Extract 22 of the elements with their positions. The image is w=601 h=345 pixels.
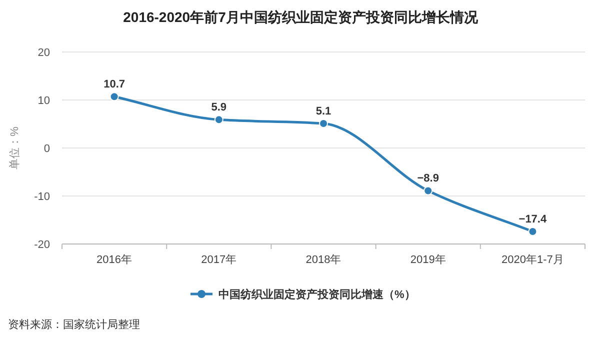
data-label: −8.9	[417, 172, 439, 185]
text: 资料来源：国家统计局整理	[8, 318, 140, 331]
x-tick-label: 2019年	[410, 254, 446, 266]
x-tick-label: 2017年	[201, 254, 237, 266]
y-tick-label: -10	[34, 191, 50, 203]
data-label: 5.9	[211, 102, 227, 114]
x-tick-label: 2016年	[96, 254, 132, 266]
point	[110, 92, 119, 102]
y-tick-label: 0	[44, 143, 50, 155]
data-label: 10.7	[104, 78, 126, 91]
point	[424, 186, 433, 196]
y-tick-label: 20	[38, 47, 50, 59]
data-label: 5.1	[316, 106, 332, 118]
data-label: −17.4	[518, 214, 548, 226]
x-tick-label: 2020年1-7月	[502, 254, 564, 266]
point	[214, 115, 224, 124]
y-tick-label: 10	[38, 95, 50, 107]
chart-title: 2016-2020年前7月中国纺织业固定资产投资同比增长情况	[123, 9, 479, 25]
legend-label: 中国纺织业固定资产投资同比增速（%）	[218, 288, 416, 301]
x-tick-label: 2018年	[306, 254, 342, 266]
y-axis-title: 单位：%	[8, 126, 21, 170]
y-tick-label: -20	[34, 239, 50, 251]
